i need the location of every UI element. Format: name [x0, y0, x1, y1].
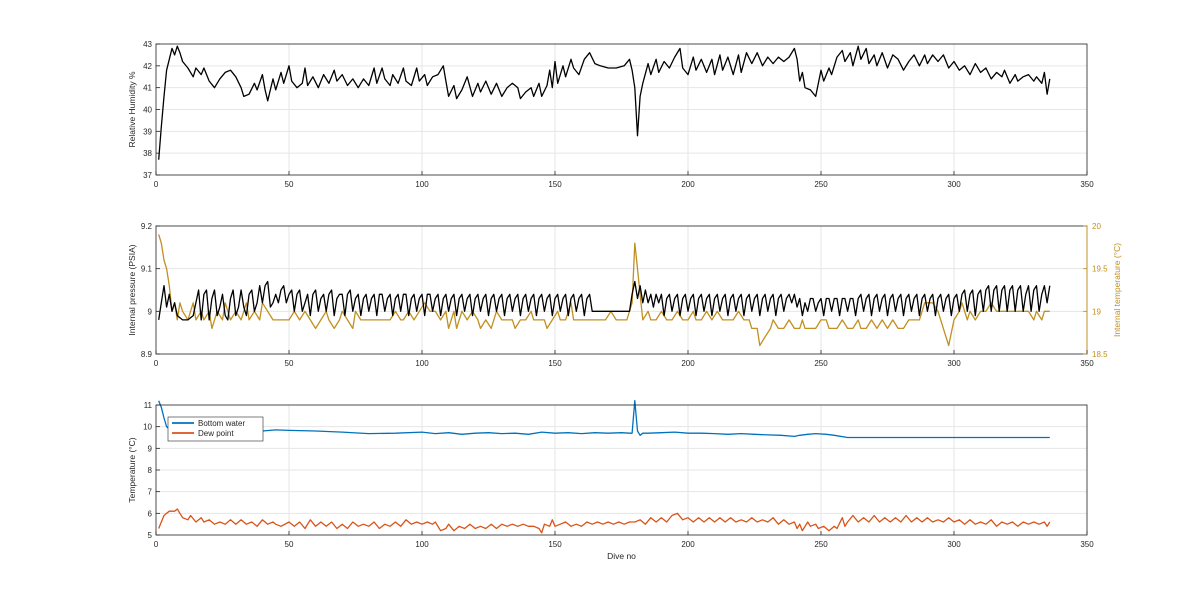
x-tick-label: 100 — [415, 359, 429, 368]
legend-label-bottom-water: Bottom water — [198, 419, 245, 428]
y-right-tick-label: 18.5 — [1092, 350, 1108, 359]
x-tick-label: 50 — [285, 359, 294, 368]
x-tick-label: 250 — [814, 180, 828, 189]
y-axis-label: Temperature (°C) — [127, 437, 137, 502]
x-tick-label: 0 — [154, 180, 159, 189]
x-tick-label: 250 — [814, 540, 828, 549]
series-line-1 — [158, 234, 1050, 347]
chart-panel-2: 0 50 100 150 200 250 300 350 8.9 9 9.1 9.2 18.5 19 19.… — [127, 222, 1122, 368]
y-tick-label: 42 — [143, 62, 152, 71]
y-tick-label: 7 — [148, 488, 153, 497]
x-axis-label: Dive no — [607, 551, 636, 561]
x-tick-label: 300 — [947, 540, 961, 549]
y-tick-label: 38 — [143, 149, 152, 158]
x-tick-label: 150 — [548, 540, 562, 549]
legend-label-dew-point: Dew point — [198, 429, 234, 438]
y-tick-label: 9 — [148, 444, 153, 453]
chart-panel-1: 0 50 100 150 200 250 300 350 37 38 39 40 41 42 43 Relat… — [127, 40, 1094, 189]
series-line-2 — [158, 280, 1051, 321]
y-right-tick-label: 20 — [1092, 222, 1101, 231]
y-right-axis-label: Internal temperature (°C) — [1112, 243, 1122, 337]
legend-box — [167, 416, 264, 442]
series-line-bottom-water — [158, 400, 1050, 439]
axes-box — [155, 225, 1088, 355]
y-tick-label: 40 — [143, 106, 152, 115]
x-tick-label: 200 — [681, 540, 695, 549]
x-tick-label: 150 — [548, 359, 562, 368]
x-tick-label: 50 — [285, 540, 294, 549]
y-right-tick-label: 19 — [1092, 307, 1101, 316]
y-tick-label: 43 — [143, 40, 152, 49]
y-tick-label: 9.1 — [141, 265, 153, 274]
x-tick-label: 200 — [681, 359, 695, 368]
x-tick-label: 250 — [814, 359, 828, 368]
y-tick-label: 41 — [143, 84, 152, 93]
y-tick-label: 6 — [148, 509, 153, 518]
x-tick-label: 150 — [548, 180, 562, 189]
x-tick-label: 0 — [154, 540, 159, 549]
y-tick-label: 9 — [148, 307, 153, 316]
x-tick-label: 350 — [1080, 540, 1094, 549]
y-axis-label: Relative Humidity % — [127, 71, 137, 147]
series-line-1 — [158, 45, 1051, 160]
y-axis-label: Internal pressure (PSIA) — [127, 244, 137, 335]
x-tick-label: 50 — [285, 180, 294, 189]
x-tick-label: 350 — [1080, 180, 1094, 189]
y-tick-label: 37 — [143, 171, 152, 180]
y-right-tick-label: 19.5 — [1092, 265, 1108, 274]
x-tick-label: 300 — [947, 180, 961, 189]
x-tick-label: 300 — [947, 359, 961, 368]
y-tick-label: 10 — [143, 423, 152, 432]
y-tick-label: 5 — [148, 531, 153, 540]
x-tick-label: 0 — [154, 359, 159, 368]
chart-panel-3: 0 50 100 150 200 250 300 350 5 6 7 8 9 10 11 Temperatur… — [127, 400, 1094, 561]
x-tick-label: 200 — [681, 180, 695, 189]
x-tick-label: 350 — [1080, 359, 1094, 368]
y-tick-label: 9.2 — [141, 222, 153, 231]
x-tick-label: 100 — [415, 180, 429, 189]
y-tick-label: 11 — [144, 401, 153, 410]
y-tick-label: 8 — [148, 466, 153, 475]
y-tick-label: 8.9 — [141, 350, 153, 359]
y-tick-label: 39 — [143, 127, 152, 136]
series-line-dew-point — [158, 508, 1051, 534]
x-tick-label: 100 — [415, 540, 429, 549]
